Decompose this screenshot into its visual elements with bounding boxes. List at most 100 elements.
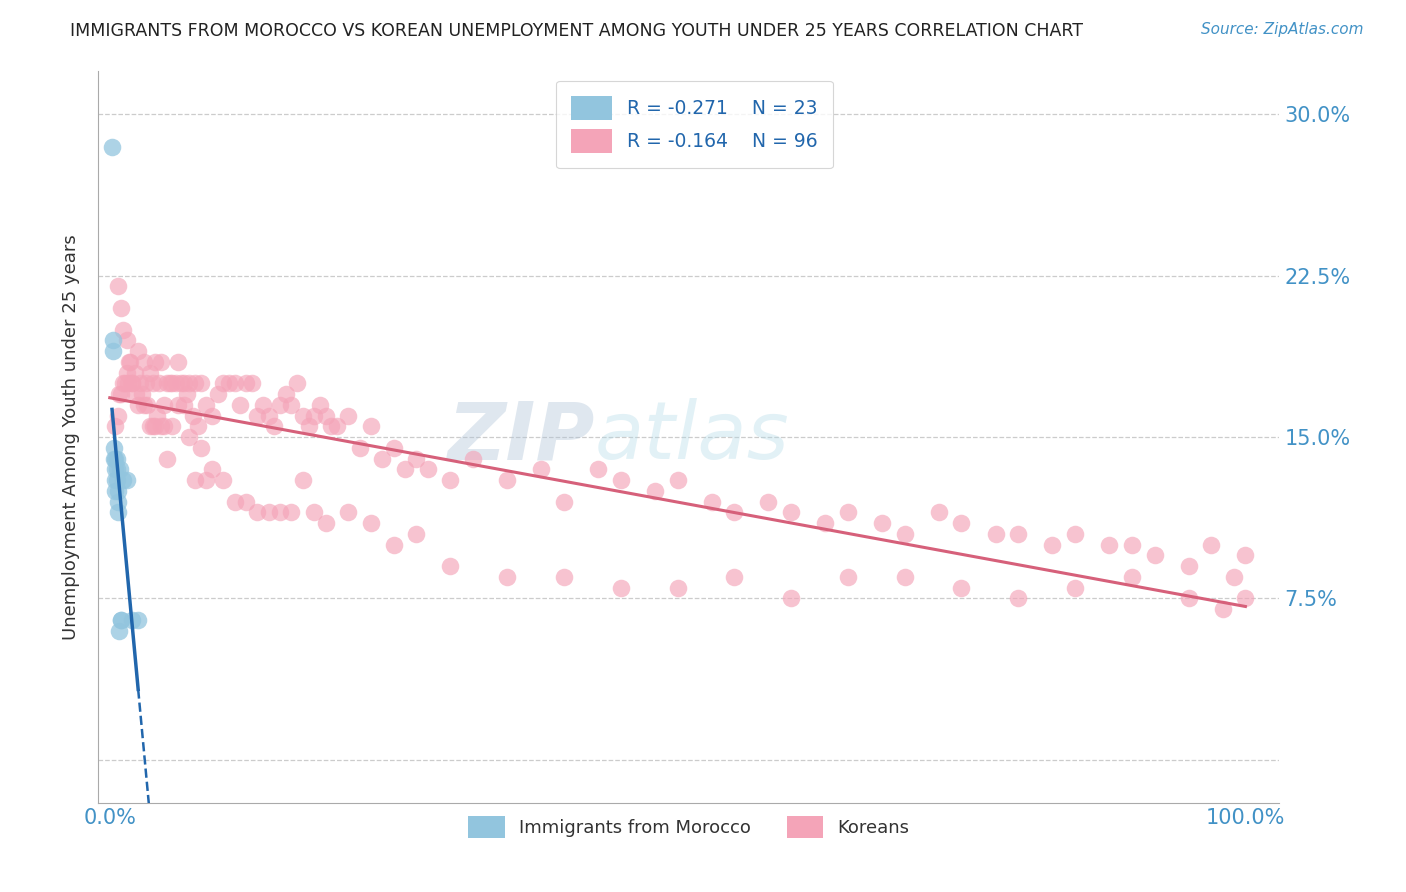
Point [224,494,246,508]
Point [107,409,129,423]
Point [190,376,212,391]
Point [984,527,1007,541]
Point [179,376,201,391]
Point [131,387,153,401]
Point [1121,538,1143,552]
Point [212,376,235,391]
Point [274,387,297,401]
Point [114,376,136,391]
Point [291,409,314,423]
Point [110,387,132,401]
Point [105,451,128,466]
Point [1007,591,1029,606]
Point [349,441,371,455]
Point [302,409,325,423]
Point [107,483,129,498]
Point [181,409,204,423]
Point [143,419,166,434]
Point [246,505,269,519]
Point [439,559,461,574]
Point [104,462,127,476]
Point [179,430,201,444]
Point [112,473,135,487]
Point [117,376,139,391]
Point [439,473,461,487]
Point [195,473,218,487]
Point [121,613,143,627]
Point [837,505,859,519]
Point [110,613,132,627]
Point [723,570,745,584]
Point [132,355,155,369]
Point [1040,538,1063,552]
Point [112,322,135,336]
Point [127,344,149,359]
Point [142,419,165,434]
Point [104,473,127,487]
Point [142,376,165,391]
Point [125,387,148,401]
Text: Source: ZipAtlas.com: Source: ZipAtlas.com [1201,22,1364,37]
Point [337,505,360,519]
Point [108,462,131,476]
Point [1098,538,1121,552]
Point [870,516,893,530]
Point [928,505,950,519]
Point [127,613,149,627]
Point [360,419,382,434]
Point [496,473,519,487]
Point [644,483,666,498]
Point [224,376,246,391]
Point [149,355,172,369]
Point [136,398,159,412]
Point [195,398,218,412]
Point [104,483,127,498]
Point [155,451,177,466]
Point [173,376,195,391]
Point [201,462,224,476]
Legend: Immigrants from Morocco, Koreans: Immigrants from Morocco, Koreans [461,808,917,845]
Y-axis label: Unemployment Among Youth under 25 years: Unemployment Among Youth under 25 years [62,235,80,640]
Point [108,387,131,401]
Point [269,398,291,412]
Point [382,441,405,455]
Point [610,473,633,487]
Point [666,581,689,595]
Point [104,419,127,434]
Point [530,462,553,476]
Point [496,570,519,584]
Point [326,419,349,434]
Point [950,581,973,595]
Point [246,409,269,423]
Point [758,494,780,508]
Point [103,344,125,359]
Point [112,376,135,391]
Point [146,409,169,423]
Point [382,538,405,552]
Point [118,355,141,369]
Point [201,409,224,423]
Point [586,462,609,476]
Point [170,376,193,391]
Point [107,279,129,293]
Point [610,581,633,595]
Point [263,419,285,434]
Point [143,355,166,369]
Point [297,419,319,434]
Point [184,473,207,487]
Point [321,419,343,434]
Point [1212,602,1234,616]
Point [229,398,252,412]
Point [101,139,124,153]
Point [190,441,212,455]
Point [153,419,176,434]
Point [110,613,132,627]
Point [780,591,803,606]
Point [121,376,143,391]
Point [159,376,181,391]
Point [129,376,152,391]
Point [1143,549,1166,563]
Point [814,516,837,530]
Point [723,505,745,519]
Point [212,473,235,487]
